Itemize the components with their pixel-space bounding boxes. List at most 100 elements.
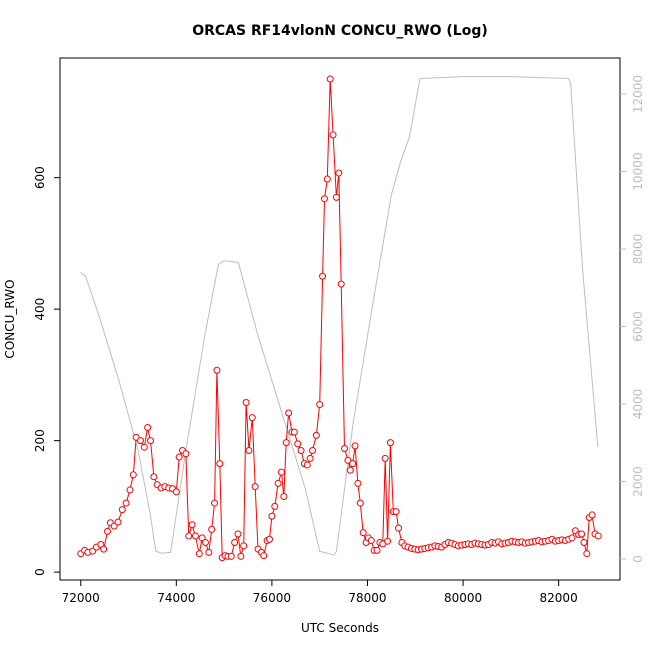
data-point <box>208 525 216 533</box>
data-point <box>583 550 591 558</box>
data-point <box>568 534 576 542</box>
x-tick-label: 72000 <box>62 591 100 605</box>
x-tick-label: 80000 <box>444 591 482 605</box>
data-point <box>386 439 394 447</box>
data-point <box>341 445 349 453</box>
data-point <box>290 428 298 436</box>
data-point <box>384 537 392 545</box>
y-tick-label: 0 <box>33 568 47 576</box>
y-axis-label: CONCU_RWO <box>3 279 17 358</box>
data-point <box>367 537 375 545</box>
data-point <box>251 483 259 491</box>
data-point <box>191 532 199 540</box>
data-point <box>234 530 242 538</box>
data-point <box>395 524 403 532</box>
data-point <box>175 453 183 461</box>
data-point <box>231 539 239 547</box>
data-point <box>242 398 250 406</box>
data-point <box>373 546 381 554</box>
data-point <box>392 508 400 516</box>
data-point <box>188 521 196 529</box>
data-point <box>277 468 285 476</box>
data-point <box>326 75 334 83</box>
data-point <box>359 529 367 537</box>
data-point <box>285 409 293 417</box>
data-point <box>245 446 253 454</box>
data-point <box>213 366 221 374</box>
data-point <box>172 488 180 496</box>
data-point <box>312 431 320 439</box>
y2-tick-label: 10000 <box>631 152 645 190</box>
data-point <box>144 423 152 431</box>
data-point <box>316 400 324 408</box>
data-point <box>104 527 112 535</box>
data-point <box>309 446 317 454</box>
data-point <box>211 499 219 507</box>
data-point <box>268 512 276 520</box>
y-tick-label: 400 <box>33 298 47 321</box>
data-point <box>588 511 596 519</box>
data-point <box>122 499 130 507</box>
data-point <box>337 280 345 288</box>
data-point <box>381 454 389 462</box>
x-tick-label: 78000 <box>348 591 386 605</box>
data-point <box>346 466 354 474</box>
data-point <box>182 450 190 458</box>
data-point <box>294 440 302 448</box>
data-point <box>147 437 155 445</box>
data-point <box>354 479 362 487</box>
data-point <box>129 471 137 479</box>
data-point <box>332 193 340 201</box>
x-axis-label: UTC Seconds <box>301 621 379 635</box>
data-point <box>578 530 586 538</box>
data-point <box>114 518 122 526</box>
data-point <box>282 439 290 447</box>
data-point <box>118 506 126 514</box>
x-tick-label: 74000 <box>157 591 195 605</box>
data-point <box>297 446 305 454</box>
data-point <box>227 552 235 560</box>
data-point <box>356 499 364 507</box>
chart-title: ORCAS RF14vlonN CONCU_RWO (Log) <box>192 23 488 39</box>
data-point <box>248 414 256 422</box>
series-line <box>80 76 599 556</box>
data-point <box>126 486 134 494</box>
data-point <box>320 195 328 203</box>
x-tick-label: 82000 <box>540 591 578 605</box>
data-point <box>237 552 245 560</box>
data-point <box>140 443 148 451</box>
data-point <box>195 550 203 558</box>
data-point <box>216 460 224 468</box>
data-point <box>280 493 288 501</box>
data-point <box>594 532 602 540</box>
data-point <box>344 456 352 464</box>
data-point <box>306 454 314 462</box>
data-point <box>136 437 144 445</box>
y-tick-label: 200 <box>33 429 47 452</box>
data-point <box>351 442 359 450</box>
y2-tick-label: 12000 <box>631 75 645 113</box>
data-point <box>100 545 108 553</box>
y2-tick-label: 8000 <box>631 234 645 265</box>
y2-tick-label: 2000 <box>631 466 645 497</box>
data-point <box>303 461 311 469</box>
data-point <box>205 548 213 556</box>
data-point <box>319 272 327 280</box>
data-point <box>274 479 282 487</box>
data-point <box>266 535 274 543</box>
data-point <box>201 539 209 547</box>
data-point <box>335 169 343 177</box>
plot-frame <box>59 57 621 581</box>
data-point <box>349 460 357 468</box>
x-tick-label: 76000 <box>253 591 291 605</box>
data-point <box>198 534 206 542</box>
data-point <box>323 175 331 183</box>
data-point <box>271 502 279 510</box>
data-point <box>150 473 158 481</box>
data-point <box>580 539 588 547</box>
data-point <box>185 532 193 540</box>
y2-tick-label: 4000 <box>631 389 645 420</box>
y2-tick-label: 0 <box>631 555 645 563</box>
y2-tick-label: 6000 <box>631 311 645 342</box>
